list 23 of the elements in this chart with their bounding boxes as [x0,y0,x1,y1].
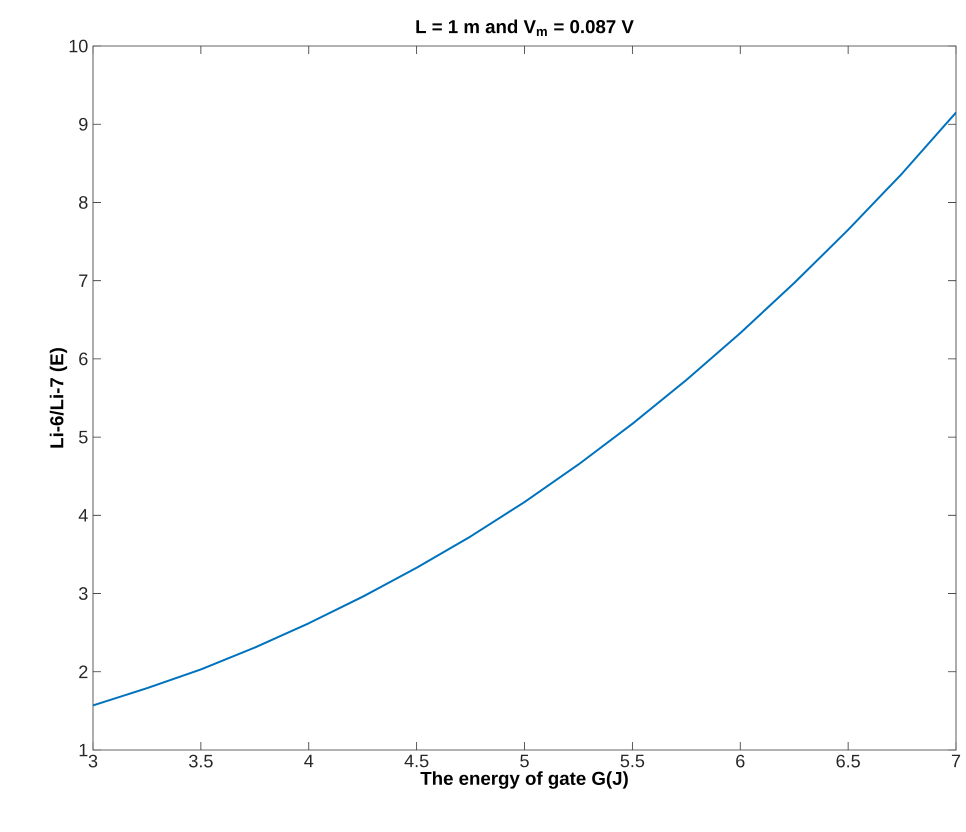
x-axis-title: The energy of gate G(J) [420,771,628,789]
x-tick-label: 5.5 [620,754,644,768]
y-tick-label: 8 [79,196,88,209]
x-tick-label: 4.5 [404,754,428,768]
x-tick-label: 7 [952,754,960,768]
chart-title: L = 1 m and V$_{m}$ = 0.087 V [416,20,634,36]
line-series [93,111,956,706]
y-tick-label: 2 [79,665,88,678]
y-tick-label: 7 [79,274,88,287]
y-tick-label: 1 [80,744,88,756]
y-tick-label: 5 [78,430,88,444]
x-tick-label: 3.5 [189,754,213,768]
x-tick-label: 5 [520,754,529,768]
y-tick-label: 4 [78,509,88,522]
y-tick-label: 9 [79,118,88,131]
y-axis-title: Li-6/Li-7 (E) [50,348,68,448]
y-tick-label: 10 [70,40,88,52]
x-tick-label: 6 [736,754,744,768]
y-tick-label: 6 [79,352,88,366]
x-tick-label: 6.5 [836,754,860,768]
x-tick-label: 3 [88,754,98,768]
y-tick-label: 3 [78,587,88,600]
x-tick-label: 4 [304,754,314,768]
